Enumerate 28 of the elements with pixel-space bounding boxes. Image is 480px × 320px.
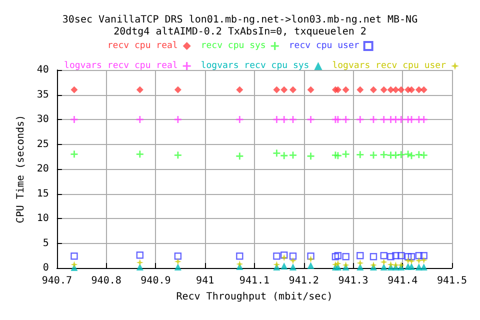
y-tick-label: 15 [36, 188, 49, 200]
chart-subtitle: 20dtg4 altAIMD-0.2 TxAbsIn=0, txqueuelen 2 [114, 26, 366, 38]
x-tick-label: 940.9 [140, 276, 171, 286]
x-tick-label: 941.1 [239, 276, 270, 286]
legend-label: recv cpu sys [200, 41, 266, 51]
chart-title: 30sec VanillaTCP DRS lon01.mb-ng.net->lon03.mb-ng.net MB-NG [62, 14, 418, 26]
x-tick-label: 941 [196, 276, 214, 286]
y-tick-label: 35 [36, 89, 49, 100]
y-tick-label: 20 [36, 164, 49, 174]
x-tick-label: 940.8 [91, 276, 122, 286]
y-tick-label: 0 [42, 262, 49, 274]
legend-label: logvars recv cpu sys [200, 61, 310, 71]
x-axis-title: Recv Throughput (mbit/sec) [176, 292, 333, 302]
legend-label: logvars recv cpu real [64, 61, 178, 71]
x-tick-label: 941.3 [338, 276, 368, 286]
y-tick-label: 25 [36, 138, 49, 150]
y-tick-label: 10 [36, 213, 49, 224]
legend-label: recv cpu user [288, 41, 360, 51]
y-tick-label: 5 [42, 238, 49, 249]
x-tick-label: 941.2 [288, 276, 319, 286]
legend-label: logvars recv cpu user [332, 61, 447, 71]
y-tick-label: 30 [36, 114, 49, 125]
legend-label: recv cpu real [107, 41, 178, 51]
y-tick-label: 40 [36, 64, 49, 76]
x-tick-label: 941.4 [388, 276, 418, 286]
x-tick-label: 940.7 [42, 276, 72, 286]
y-axis-title: CPU Time (seconds) [16, 114, 26, 224]
x-tick-label: 941.5 [436, 276, 468, 286]
